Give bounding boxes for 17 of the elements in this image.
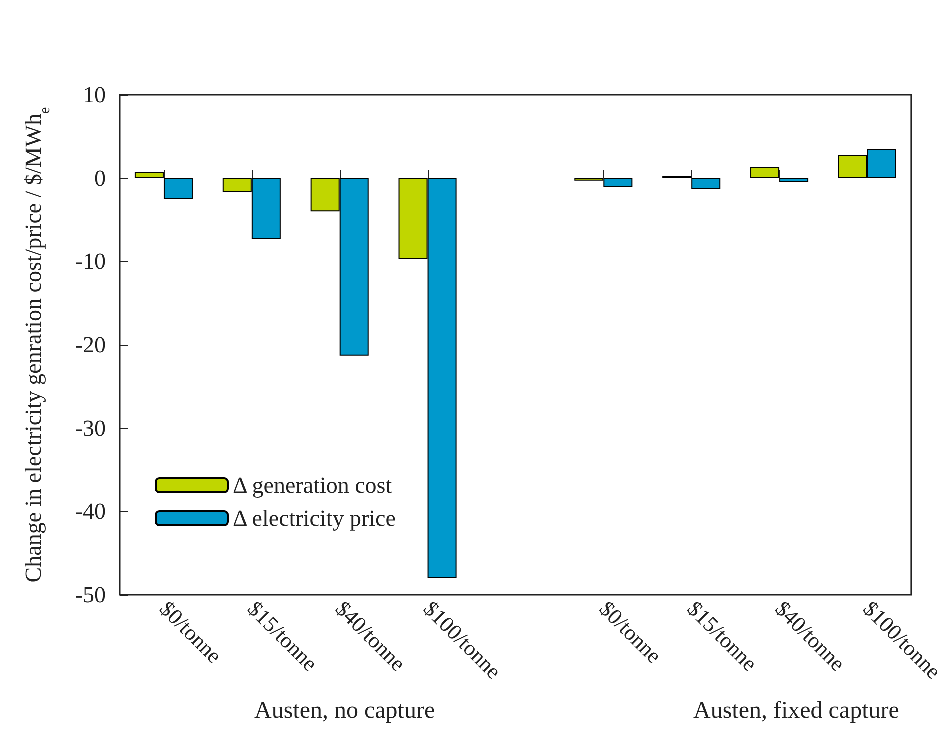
y-tick-label: -20 (75, 332, 106, 358)
legend-label: Δ generation cost (233, 473, 393, 498)
legend-label: Δ electricity price (233, 506, 396, 531)
y-tick-label: -40 (75, 499, 106, 524)
y-tick-label: -50 (75, 582, 106, 608)
text: Austen, no capture (254, 698, 436, 724)
bar (750, 168, 780, 178)
y-tick-label: 10 (83, 82, 106, 108)
y-tick-label: 0 (94, 166, 106, 191)
bar (780, 178, 809, 182)
y-tick-label: -10 (75, 249, 106, 274)
y-tick-label: -30 (75, 416, 106, 441)
bar (134, 172, 164, 178)
bar (692, 178, 721, 190)
y-axis-title: Change in electricity genration cost/price / $/MWhe (21, 106, 54, 583)
bar (164, 178, 193, 200)
text: Austen, fixed capture (694, 698, 900, 724)
